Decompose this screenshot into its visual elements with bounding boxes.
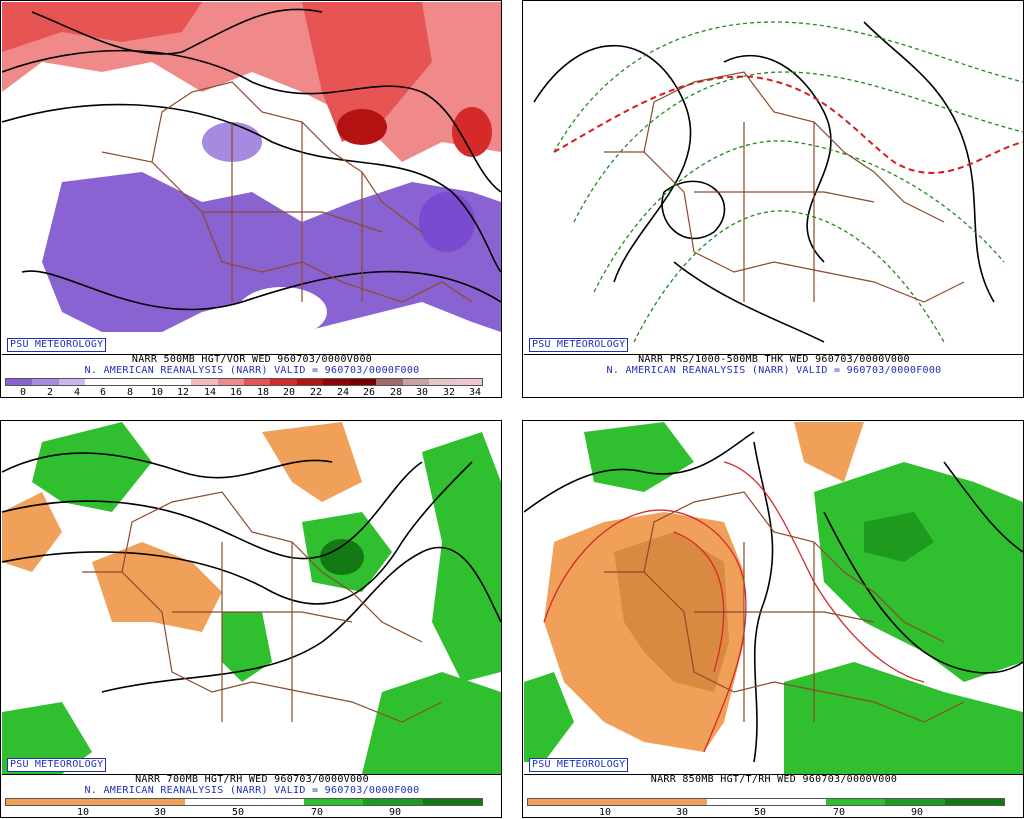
color-scale-bar <box>5 378 483 386</box>
tick-label: 90 <box>388 807 402 818</box>
panel-subtitle: N. AMERICAN REANALYSIS (NARR) VALID = 96… <box>84 365 420 376</box>
psu-badge: PSU METEOROLOGY <box>7 758 107 772</box>
psu-badge: PSU METEOROLOGY <box>529 758 629 772</box>
tick-label: 16 <box>229 387 243 398</box>
color-scale-bar <box>5 798 483 806</box>
panel-subtitle: N. AMERICAN REANALYSIS (NARR) VALID = 96… <box>606 365 942 376</box>
tick-label: 34 <box>468 387 482 398</box>
panel-title: NARR 500MB HGT/VOR WED 960703/0000V000 <box>131 354 373 365</box>
tick-label: 12 <box>176 387 190 398</box>
tick-label: 10 <box>598 807 612 818</box>
tick-label: 32 <box>442 387 456 398</box>
panel-title: NARR PRS/1000-500MB THK WED 960703/0000V… <box>638 354 910 365</box>
map-500mb: PSU METEOROLOGY <box>2 2 501 355</box>
tick-label: 24 <box>336 387 350 398</box>
tick-label: 26 <box>362 387 376 398</box>
map-pressure: PSU METEOROLOGY <box>524 2 1023 355</box>
panel-500mb-hgt-vor: PSU METEOROLOGY NARR 500MB HGT/VOR WED 9… <box>0 0 502 398</box>
tick-label: 2 <box>46 387 54 398</box>
tick-label: 50 <box>753 807 767 818</box>
map-850mb: PSU METEOROLOGY <box>524 422 1023 775</box>
tick-label: 20 <box>282 387 296 398</box>
tick-label: 6 <box>99 387 107 398</box>
tick-label: 22 <box>309 387 323 398</box>
tick-label: 18 <box>256 387 270 398</box>
panel-title: NARR 850MB HGT/T/RH WED 960703/0000V000 <box>650 774 898 785</box>
panel-850mb-hgt-t-rh: PSU METEOROLOGY NARR 850MB HGT/T/RH WED … <box>522 420 1024 818</box>
tick-label: 70 <box>310 807 324 818</box>
tick-label: 8 <box>126 387 134 398</box>
panel-pressure-thickness: PSU METEOROLOGY NARR PRS/1000-500MB THK … <box>522 0 1024 398</box>
psu-badge: PSU METEOROLOGY <box>529 338 629 352</box>
tick-label: 14 <box>203 387 217 398</box>
scale-ticks: 10 30 50 70 90 <box>527 808 1005 818</box>
tick-label: 28 <box>389 387 403 398</box>
tick-label: 30 <box>153 807 167 818</box>
panel-subtitle: N. AMERICAN REANALYSIS (NARR) VALID = 96… <box>84 785 420 796</box>
tick-label: 4 <box>73 387 81 398</box>
tick-label: 0 <box>19 387 27 398</box>
map-700mb: PSU METEOROLOGY <box>2 422 501 775</box>
tick-label: 30 <box>675 807 689 818</box>
tick-label: 70 <box>832 807 846 818</box>
tick-label: 90 <box>910 807 924 818</box>
color-scale-bar <box>527 798 1005 806</box>
tick-label: 50 <box>231 807 245 818</box>
scale-ticks: 0 2 4 6 8 10 12 14 16 18 20 22 24 26 28 … <box>5 388 483 398</box>
scale-ticks: 10 30 50 70 90 <box>5 808 483 818</box>
tick-label: 10 <box>76 807 90 818</box>
tick-label: 10 <box>150 387 164 398</box>
panel-700mb-hgt-rh: PSU METEOROLOGY NARR 700MB HGT/RH WED 96… <box>0 420 502 818</box>
panel-title: NARR 700MB HGT/RH WED 960703/0000V000 <box>135 774 369 785</box>
tick-label: 30 <box>415 387 429 398</box>
psu-badge: PSU METEOROLOGY <box>7 338 107 352</box>
